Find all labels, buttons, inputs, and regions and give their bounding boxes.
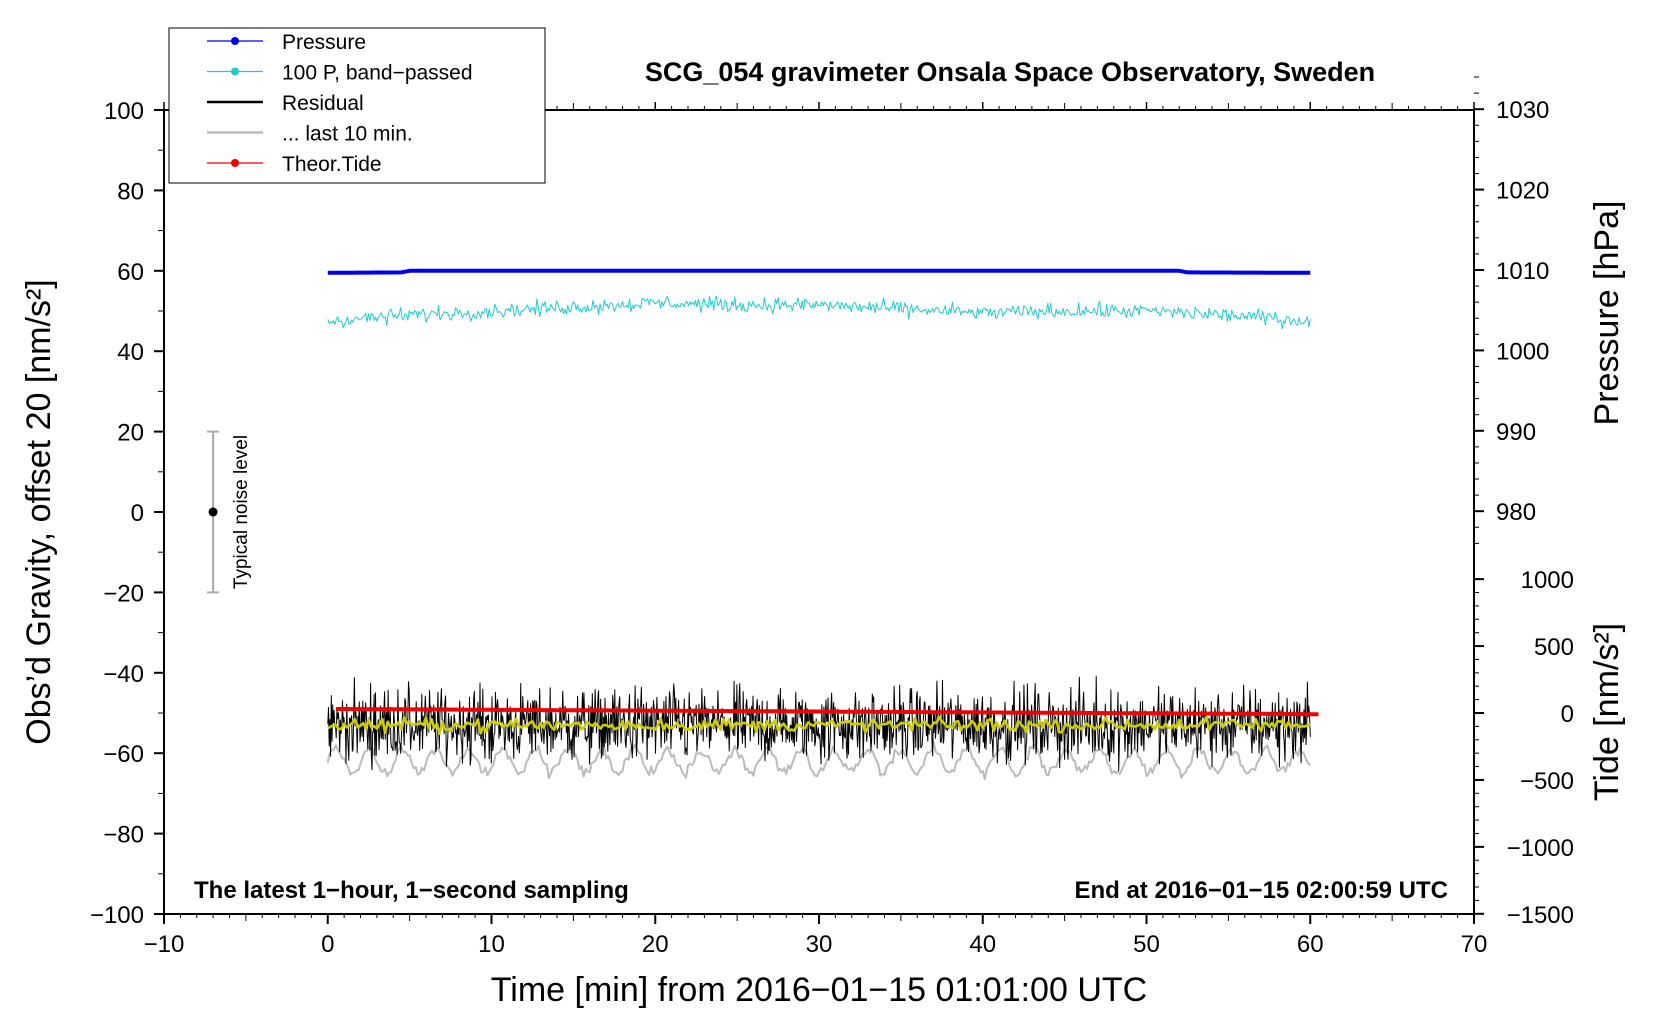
pressure-tick-label: 1010 xyxy=(1496,258,1549,285)
legend-label: ... last 10 min. xyxy=(282,123,413,146)
end-time-note: End at 2016−01−15 02:00:59 UTC xyxy=(1074,877,1448,904)
noise-bar-center xyxy=(208,507,218,517)
pressure-tick-label: 990 xyxy=(1496,419,1536,446)
noise-bar xyxy=(207,430,220,594)
tide-tick-label: 0 xyxy=(1561,701,1574,728)
y-tick-label-left: −40 xyxy=(103,661,144,688)
legend-item: Theor.Tide xyxy=(207,153,382,176)
y-tick-label-left: 80 xyxy=(117,178,144,205)
pressure-axis-title: Pressure [hPa] xyxy=(1588,201,1626,426)
legend-label: Pressure xyxy=(282,31,366,54)
series-100-p-band-passed xyxy=(327,295,1311,330)
legend-item: ... last 10 min. xyxy=(207,123,413,146)
pressure-tick-label: 980 xyxy=(1496,499,1536,526)
legend-item: Residual xyxy=(207,92,364,115)
y-tick-label-left: 40 xyxy=(117,339,144,366)
tide-tick-label: 500 xyxy=(1534,634,1574,661)
y-tick-label-left: −20 xyxy=(103,580,144,607)
x-tick-label: 20 xyxy=(642,931,669,958)
series-last-10-min xyxy=(326,741,1311,781)
series-theor-tide xyxy=(335,707,1319,717)
x-tick-label: 0 xyxy=(321,931,334,958)
x-tick-label: −10 xyxy=(144,931,185,958)
y-tick-label-left: 100 xyxy=(104,98,144,125)
y-tick-label-left: 20 xyxy=(117,420,144,447)
legend-marker xyxy=(231,67,239,76)
y-axis-title-left: Obs’d Gravity, offset 20 [nm/s²] xyxy=(20,279,58,744)
legend-marker xyxy=(231,159,239,167)
y-tick-label-left: 0 xyxy=(131,500,144,527)
noise-bar-label: Typical noise level xyxy=(231,435,252,589)
tide-tick-label: 1000 xyxy=(1521,567,1574,594)
x-tick-label: 50 xyxy=(1133,931,1160,958)
sampling-note: The latest 1−hour, 1−second sampling xyxy=(194,877,629,904)
axis-ticks: −10 0 10 20 30 40 50 60 70100806040200−20−40−60−… xyxy=(90,76,1574,958)
legend-box xyxy=(168,27,546,184)
x-tick-label: 60 xyxy=(1297,931,1324,958)
legend-label: Residual xyxy=(282,92,364,115)
series-smoothed-residual xyxy=(327,715,1311,735)
legend-item: 100 P, band−passed xyxy=(207,62,473,85)
tide-tick-label: −1500 xyxy=(1507,902,1574,929)
x-tick-label: 40 xyxy=(969,931,996,958)
x-tick-label: 70 xyxy=(1461,931,1488,958)
chart-title: SCG_054 gravimeter Onsala Space Observat… xyxy=(645,57,1375,87)
series-residual xyxy=(327,675,1311,771)
pressure-tick-label: 1030 xyxy=(1496,97,1549,124)
x-axis-title: Time [min] from 2016−01−15 01:01:00 UTC xyxy=(491,971,1147,1009)
legend-label: 100 P, band−passed xyxy=(282,62,473,85)
x-tick-label: 10 xyxy=(478,931,505,958)
legend-marker xyxy=(231,37,239,45)
x-tick-label: 30 xyxy=(806,931,833,958)
series-layer xyxy=(326,268,1319,781)
tide-axis-title: Tide [nm/s²] xyxy=(1588,623,1626,801)
y-tick-label-left: −60 xyxy=(103,741,144,768)
y-tick-label-left: 60 xyxy=(117,259,144,286)
legend-item: Pressure xyxy=(207,31,366,54)
y-tick-label-left: −80 xyxy=(103,822,144,849)
tide-tick-label: −1000 xyxy=(1507,835,1574,862)
tide-tick-label: −500 xyxy=(1520,768,1574,795)
pressure-tick-label: 1000 xyxy=(1496,338,1549,365)
legend: Pressure 100 P, band−passed Residual ... la… xyxy=(207,31,473,176)
y-tick-label-left: −100 xyxy=(90,902,144,929)
series-pressure xyxy=(327,268,1311,275)
pressure-tick-label: 1020 xyxy=(1496,178,1549,205)
legend-label: Theor.Tide xyxy=(282,153,382,176)
